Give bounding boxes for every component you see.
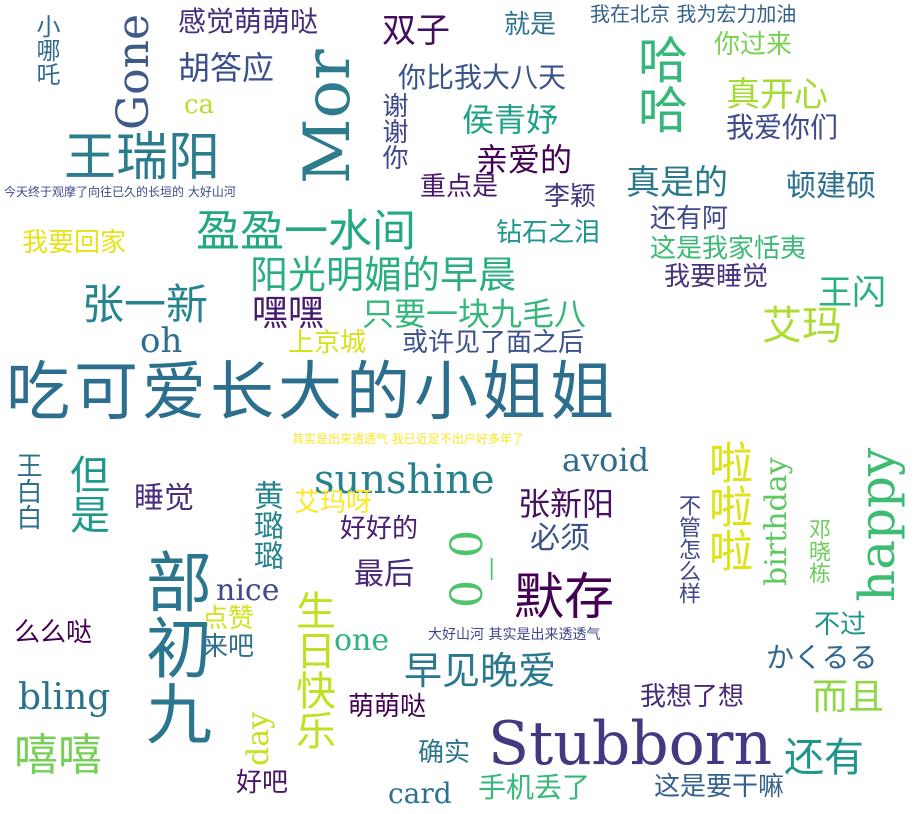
word-zhe-shi-yao-gan-ma: 这是要干嘛 xyxy=(654,772,785,802)
word-nice: nice xyxy=(216,573,280,608)
word-bu-guo: 不过 xyxy=(814,610,867,640)
word-hao-ba: 好吧 xyxy=(236,768,289,798)
word-huang-lu-lu: 黄璐璐 xyxy=(248,480,283,570)
word-shou-ji-diu-le: 手机丢了 xyxy=(478,771,591,804)
word-ai-ma: 艾玛 xyxy=(762,303,842,349)
word-ai-ma-ya: 艾玛呀 xyxy=(294,488,373,518)
word-xiao-na-zha: 小哪吒 xyxy=(32,14,60,86)
word-zhen-shi-de: 真是的 xyxy=(626,163,728,203)
word-shui-jiao: 睡觉 xyxy=(134,481,194,516)
word-jiu-shi: 就是 xyxy=(504,10,557,40)
word-ka-ku-ru-ru: かくるる xyxy=(766,641,878,674)
word-gan-jue-meng-meng-da: 感觉萌萌哒 xyxy=(178,5,319,38)
word-shuang-zi: 双子 xyxy=(382,11,450,51)
word-qi-shi-shi-chu-lai: 其实是出来透透气 我已近足不出户好多年了 xyxy=(292,432,524,446)
word-zhi-yao-yi-kuai: 只要一块九毛八 xyxy=(362,295,587,333)
word-bling: bling xyxy=(18,677,111,718)
word-bi-xu: 必须 xyxy=(530,521,590,556)
word-shang-jing-cheng: 上京城 xyxy=(288,328,367,358)
word-wo-xiang-le-xiang: 我想了想 xyxy=(640,682,745,712)
word-que-shi: 确实 xyxy=(418,738,471,768)
word-oh: oh xyxy=(140,321,183,361)
word-sheng-ri-kuai-le: 生日快乐 xyxy=(289,590,335,750)
word-bu-chu-jiu: 部初九 xyxy=(135,548,212,746)
word-happy: happy xyxy=(848,447,906,602)
word-wo-yao-hui-jia: 我要回家 xyxy=(22,228,127,258)
word-card: card xyxy=(388,777,452,810)
word-hai-you: 还有 xyxy=(784,735,864,781)
word-er-qie: 而且 xyxy=(812,677,885,718)
word-huo-xu-jian-le-mian: 或许见了面之后 xyxy=(402,328,585,358)
word-dian-zan: 点赞 xyxy=(202,604,255,634)
word-ha-ha: 哈哈 xyxy=(630,34,688,134)
word-mor: Mor xyxy=(291,49,365,184)
word-mo-cun: 默存 xyxy=(514,568,614,626)
word-qin-ai-de: 亲爱的 xyxy=(476,141,573,179)
word-stubborn: Stubborn xyxy=(488,709,773,779)
word-zao-jian-wan-ai: 早见晚爱 xyxy=(404,649,557,693)
word-ni-guo-lai: 你过来 xyxy=(714,30,793,60)
word-ni-bi-wo-da-ba-tian: 你比我大八天 xyxy=(398,61,567,94)
word-zuan-shi-zhi-lei: 钻石之泪 xyxy=(496,218,601,248)
word-dun-jian-shuo: 顿建硕 xyxy=(786,169,876,204)
word-zhang-xin-yang: 张新阳 xyxy=(518,485,615,523)
word-me-me-da: 么么哒 xyxy=(14,618,93,648)
word-zhang-yi-xin: 张一新 xyxy=(82,280,209,329)
word-deng-xiao-dong: 邓晓栋 xyxy=(805,518,830,584)
word-hao-hao-de: 好好的 xyxy=(340,514,419,544)
word-meng-meng-da: 萌萌哒 xyxy=(348,692,427,722)
word-chi-ke-ai: 吃可爱长大的小姐姐 xyxy=(6,356,618,430)
word-zhe-shi-wo-jia-tian-yi: 这是我家恬夷 xyxy=(650,234,807,264)
word-sunshine: sunshine xyxy=(314,457,495,503)
word-wo-ai-ni-men: 我爱你们 xyxy=(726,111,839,144)
word-ca: ca xyxy=(184,90,215,120)
word-bu-guan-zen-me-yang: 不管怎么样 xyxy=(675,494,700,604)
word-wang-shan: 王闪 xyxy=(818,273,886,313)
word-hou-qing-yu: 侯青妤 xyxy=(462,101,559,139)
word-avoid: avoid xyxy=(562,441,650,479)
word-zero-zero: 0_0 xyxy=(442,530,493,608)
word-xie-xie-ni: 谢谢你 xyxy=(378,92,408,170)
word-zhong-dian-shi: 重点是 xyxy=(420,172,499,202)
word-zhen-kai-xin: 真开心 xyxy=(726,75,828,115)
word-lai-ba: 来吧 xyxy=(202,632,255,662)
word-zui-hou: 最后 xyxy=(354,557,414,592)
word-birthday: birthday xyxy=(759,457,794,586)
word-wang-rui-yang: 王瑞阳 xyxy=(64,128,221,188)
word-xi-xi: 嘻嘻 xyxy=(14,730,102,781)
word-wang-bai-bai: 王白白 xyxy=(12,452,42,530)
word-jin-tian-zhong-yu: 今天终于观摩了向往已久的长垣的 大好山河 xyxy=(4,185,236,199)
word-one: one xyxy=(334,623,390,658)
word-wo-zai-bei-jing: 我在北京 我为宏力加油 xyxy=(590,2,797,26)
word-li-ying: 李颖 xyxy=(544,182,597,212)
word-wo-yao-shui-jiao: 我要睡觉 xyxy=(664,262,769,292)
word-da-hao-shan-he: 大好山河 其实是出来透透气 xyxy=(428,627,601,643)
word-day: day xyxy=(241,711,276,766)
word-ying-ying-yi-shui-jian: 盈盈一水间 xyxy=(196,206,416,257)
word-dan-shi: 但是 xyxy=(63,454,109,534)
word-la-la-la: 啦啦啦 xyxy=(701,440,752,572)
word-hai-you-a: 还有阿 xyxy=(650,204,729,234)
word-yang-guang-ming-mei: 阳光明媚的早晨 xyxy=(250,253,517,297)
word-hu-da-ying: 胡答应 xyxy=(178,49,275,87)
word-gone: Gone xyxy=(108,13,159,130)
word-hei-hei: 嘿嘿 xyxy=(252,293,325,334)
